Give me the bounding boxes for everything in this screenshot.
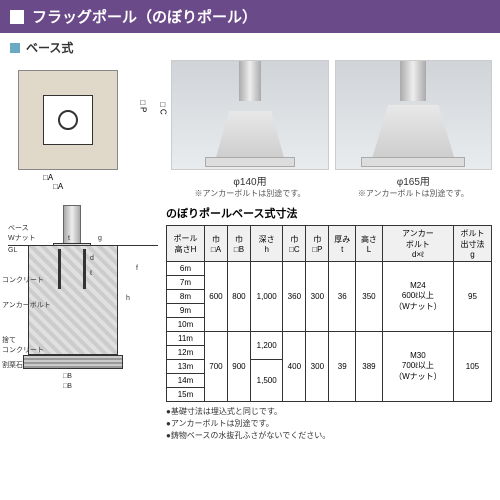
subheader: ベース式 [0,33,500,60]
spec-table-section: のぼりポールベース式寸法 ポール 高さH巾 □A巾 □B深さ h巾 □C巾 □P… [166,205,492,442]
section-diagram: ベース Wナット GL コンクリート アンカーボルト 捨て コンクリート 割栗石… [8,205,158,442]
photo-note: ※アンカーボルトは別途です。 [335,188,492,199]
dim-label: □A [43,173,53,182]
notes: ●基礎寸法は埋込式と同じです。 ●アンカーボルトは別途です。 ●鋳物ベースの水抜… [166,406,492,441]
spec-table: ポール 高さH巾 □A巾 □B深さ h巾 □C巾 □P厚み t高さ Lアンカー … [166,225,492,402]
note-item: ●基礎寸法は埋込式と同じです。 [166,406,492,417]
photo-165: φ165用 ※アンカーボルトは別途です。 [335,60,492,199]
top-row: □A □A □C □P φ140用 ※アンカーボルトは別途です。 φ165用 ※… [0,60,500,199]
dim-label: □C [158,100,167,115]
dim-label: □P [138,98,147,112]
photo-140: φ140用 ※アンカーボルトは別途です。 [171,60,328,199]
plan-diagram: □A □A □C □P [8,60,165,199]
subheader-square-icon [10,43,20,53]
note-item: ●アンカーボルトは別途です。 [166,418,492,429]
header-square-icon [10,10,24,24]
photo-note: ※アンカーボルトは別途です。 [171,188,328,199]
note-item: ●鋳物ベースの水抜孔ふさがないでください。 [166,430,492,441]
photo-caption: φ140用 [171,173,328,188]
page-header: フラッグポール（のぼりポール） [0,0,500,33]
photo-caption: φ165用 [335,173,492,188]
bottom-row: ベース Wナット GL コンクリート アンカーボルト 捨て コンクリート 割栗石… [0,199,500,448]
table-title: のぼりポールベース式寸法 [166,205,492,221]
subheader-title: ベース式 [26,39,73,56]
header-title: フラッグポール（のぼりポール） [32,6,257,27]
